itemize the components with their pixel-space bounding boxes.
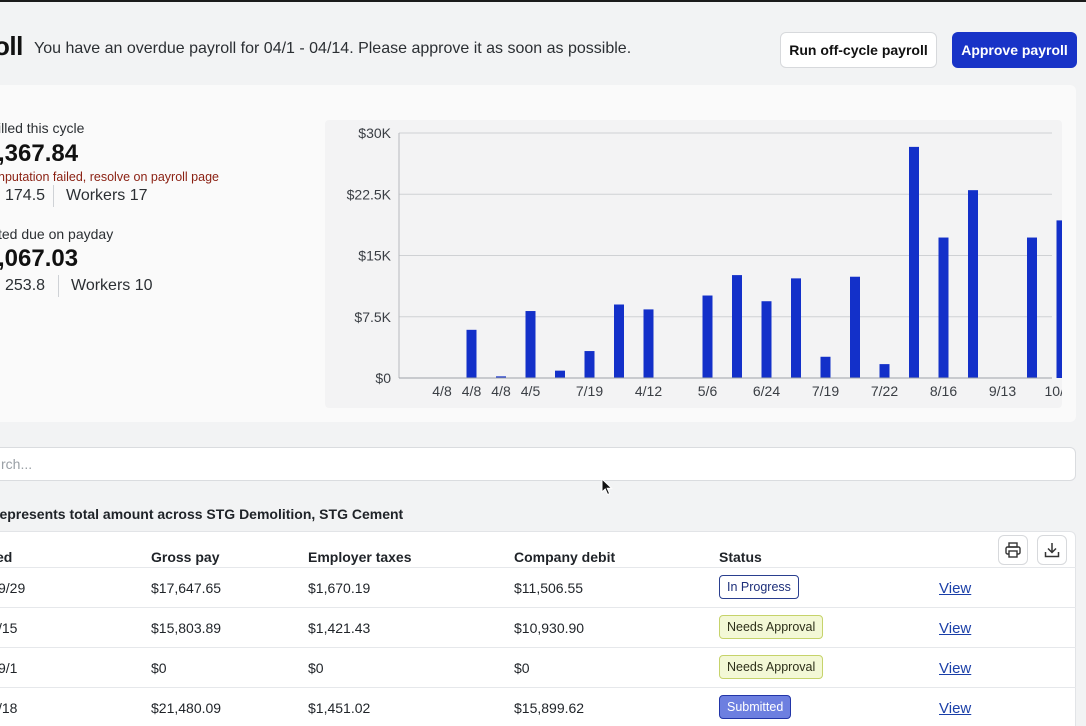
billed-this-cycle-value: ,367.84 <box>0 140 79 167</box>
x-axis-tick-label: 4/8 <box>491 383 511 399</box>
chart-bar <box>968 190 978 378</box>
totals-note: represents total amount across STG Demol… <box>0 506 404 522</box>
x-axis-tick-label: 10/11 <box>1045 383 1063 399</box>
page-title: oll <box>0 31 23 61</box>
row-employer-taxes: $1,421.43 <box>308 620 371 636</box>
table-divider <box>0 567 1076 568</box>
payroll-table <box>0 531 1076 726</box>
y-axis-tick-label: $22.5K <box>347 186 392 202</box>
chart-bar <box>820 356 831 378</box>
table-divider <box>0 607 1076 608</box>
search-input[interactable] <box>0 447 1076 481</box>
row-company-debit: $0 <box>514 660 530 676</box>
row-company-debit: $11,506.55 <box>514 580 584 596</box>
row-period: /18 <box>0 700 18 716</box>
row-gross-pay: $17,647.65 <box>151 580 222 596</box>
chart-bar <box>879 364 890 378</box>
x-axis-tick-label: 6/24 <box>753 383 780 399</box>
y-axis-tick-label: $30K <box>358 125 391 141</box>
row-company-debit: $10,930.90 <box>514 620 585 636</box>
row-employer-taxes: $1,451.02 <box>308 700 371 716</box>
approve-payroll-button[interactable]: Approve payroll <box>952 32 1077 68</box>
view-link[interactable]: View <box>939 660 972 677</box>
column-header-gross-pay[interactable]: Gross pay <box>151 549 220 565</box>
row-period: /15 <box>0 620 18 636</box>
chart-bar <box>496 376 506 378</box>
due-on-payday-value: ,067.03 <box>0 245 79 272</box>
row-period: 9/1 <box>0 660 18 676</box>
chart-bar <box>761 301 772 378</box>
chart-bar <box>938 237 949 378</box>
y-axis-tick-label: $15K <box>358 248 391 264</box>
row-gross-pay: $15,803.89 <box>151 620 222 636</box>
due-workers: Workers 10 <box>71 277 153 294</box>
row-gross-pay: $0 <box>151 660 167 676</box>
mouse-cursor-icon <box>601 478 613 496</box>
x-axis-tick-label: 7/19 <box>812 383 839 399</box>
print-button[interactable] <box>998 535 1028 565</box>
download-button[interactable] <box>1037 535 1067 565</box>
x-axis-tick-label: 5/6 <box>698 383 718 399</box>
row-period: 9/29 <box>0 580 26 596</box>
chart-bar <box>1027 237 1037 378</box>
view-link[interactable]: View <box>939 580 972 597</box>
y-axis-tick-label: $7.5K <box>354 309 391 325</box>
column-header-company-debit[interactable]: Company debit <box>514 549 616 565</box>
chart-canvas: $0 $7.5K $15K $22.5K $30K 4/8 4/8 4/8 4/5 7/19 4/1… <box>347 125 1063 399</box>
run-off-cycle-payroll-button[interactable]: Run off-cycle payroll <box>780 32 937 68</box>
billed-hours: 174.5 <box>5 187 46 204</box>
download-icon <box>1044 543 1060 558</box>
column-header-period[interactable]: ed <box>0 549 13 565</box>
view-link[interactable]: View <box>939 700 972 717</box>
x-axis-tick-label: 4/12 <box>635 383 662 399</box>
status-badge: Submitted <box>719 695 792 719</box>
stat-divider <box>58 275 59 297</box>
billed-workers: Workers 17 <box>66 187 148 204</box>
window-top-border <box>0 0 1086 2</box>
row-employer-taxes: $1,670.19 <box>308 580 371 596</box>
column-header-status[interactable]: Status <box>719 549 762 565</box>
row-gross-pay: $21,480.09 <box>151 700 222 716</box>
overdue-payroll-alert: You have an overdue payroll for 04/1 - 0… <box>34 40 632 57</box>
stat-divider <box>53 185 54 207</box>
status-badge: Needs Approval <box>719 615 824 639</box>
computation-error-message: nputation failed, resolve on payroll pag… <box>0 170 219 184</box>
row-employer-taxes: $0 <box>308 660 324 676</box>
chart-bar <box>614 304 624 378</box>
due-hours: 253.8 <box>5 277 46 294</box>
payroll-bar-chart: $0 $7.5K $15K $22.5K $30K 4/8 4/8 4/8 4/5 7/19 4/1… <box>325 120 1062 408</box>
chart-bar <box>1056 220 1062 378</box>
status-badge: In Progress <box>719 575 799 599</box>
billed-this-cycle-label: illed this cycle <box>0 120 85 136</box>
x-axis-tick-label: 4/5 <box>521 383 541 399</box>
chart-bar <box>643 309 654 378</box>
chart-bar <box>584 351 595 378</box>
status-badge: Needs Approval <box>719 655 824 679</box>
chart-bar <box>732 275 742 378</box>
chart-bar <box>525 311 536 378</box>
x-axis-tick-label: 7/19 <box>576 383 603 399</box>
chart-bar <box>702 295 713 378</box>
x-axis-tick-label: 8/16 <box>930 383 957 399</box>
y-axis-tick-label: $0 <box>375 370 391 386</box>
table-divider <box>0 687 1076 688</box>
x-axis-tick-label: 4/8 <box>432 383 452 399</box>
table-divider <box>0 647 1076 648</box>
x-axis-tick-label: 9/13 <box>989 383 1016 399</box>
chart-bar <box>555 370 565 378</box>
x-axis-tick-label: 7/22 <box>871 383 898 399</box>
chart-bar <box>909 146 919 378</box>
column-header-employer-taxes[interactable]: Employer taxes <box>308 549 412 565</box>
row-company-debit: $15,899.62 <box>514 700 585 716</box>
printer-icon <box>1005 542 1021 558</box>
due-on-payday-label: ted due on payday <box>0 226 114 242</box>
chart-bar <box>466 329 477 378</box>
chart-bar <box>791 278 801 378</box>
x-axis-tick-label: 4/8 <box>462 383 482 399</box>
view-link[interactable]: View <box>939 620 972 637</box>
chart-bar <box>850 276 860 378</box>
